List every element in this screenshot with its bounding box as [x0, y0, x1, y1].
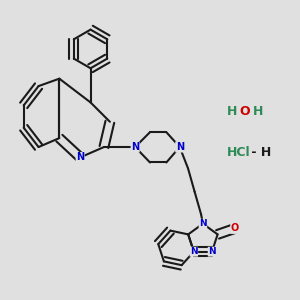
- Text: N: N: [131, 142, 139, 152]
- Text: N: N: [208, 247, 216, 256]
- Text: H: H: [226, 105, 237, 118]
- Text: O: O: [240, 105, 250, 118]
- Text: O: O: [231, 224, 239, 233]
- Text: N: N: [190, 247, 198, 256]
- Text: HCl: HCl: [227, 146, 251, 160]
- Text: N: N: [199, 219, 207, 228]
- Text: N: N: [176, 142, 184, 152]
- Text: N: N: [76, 152, 84, 162]
- Text: H: H: [253, 105, 264, 118]
- Text: - H: - H: [248, 146, 272, 160]
